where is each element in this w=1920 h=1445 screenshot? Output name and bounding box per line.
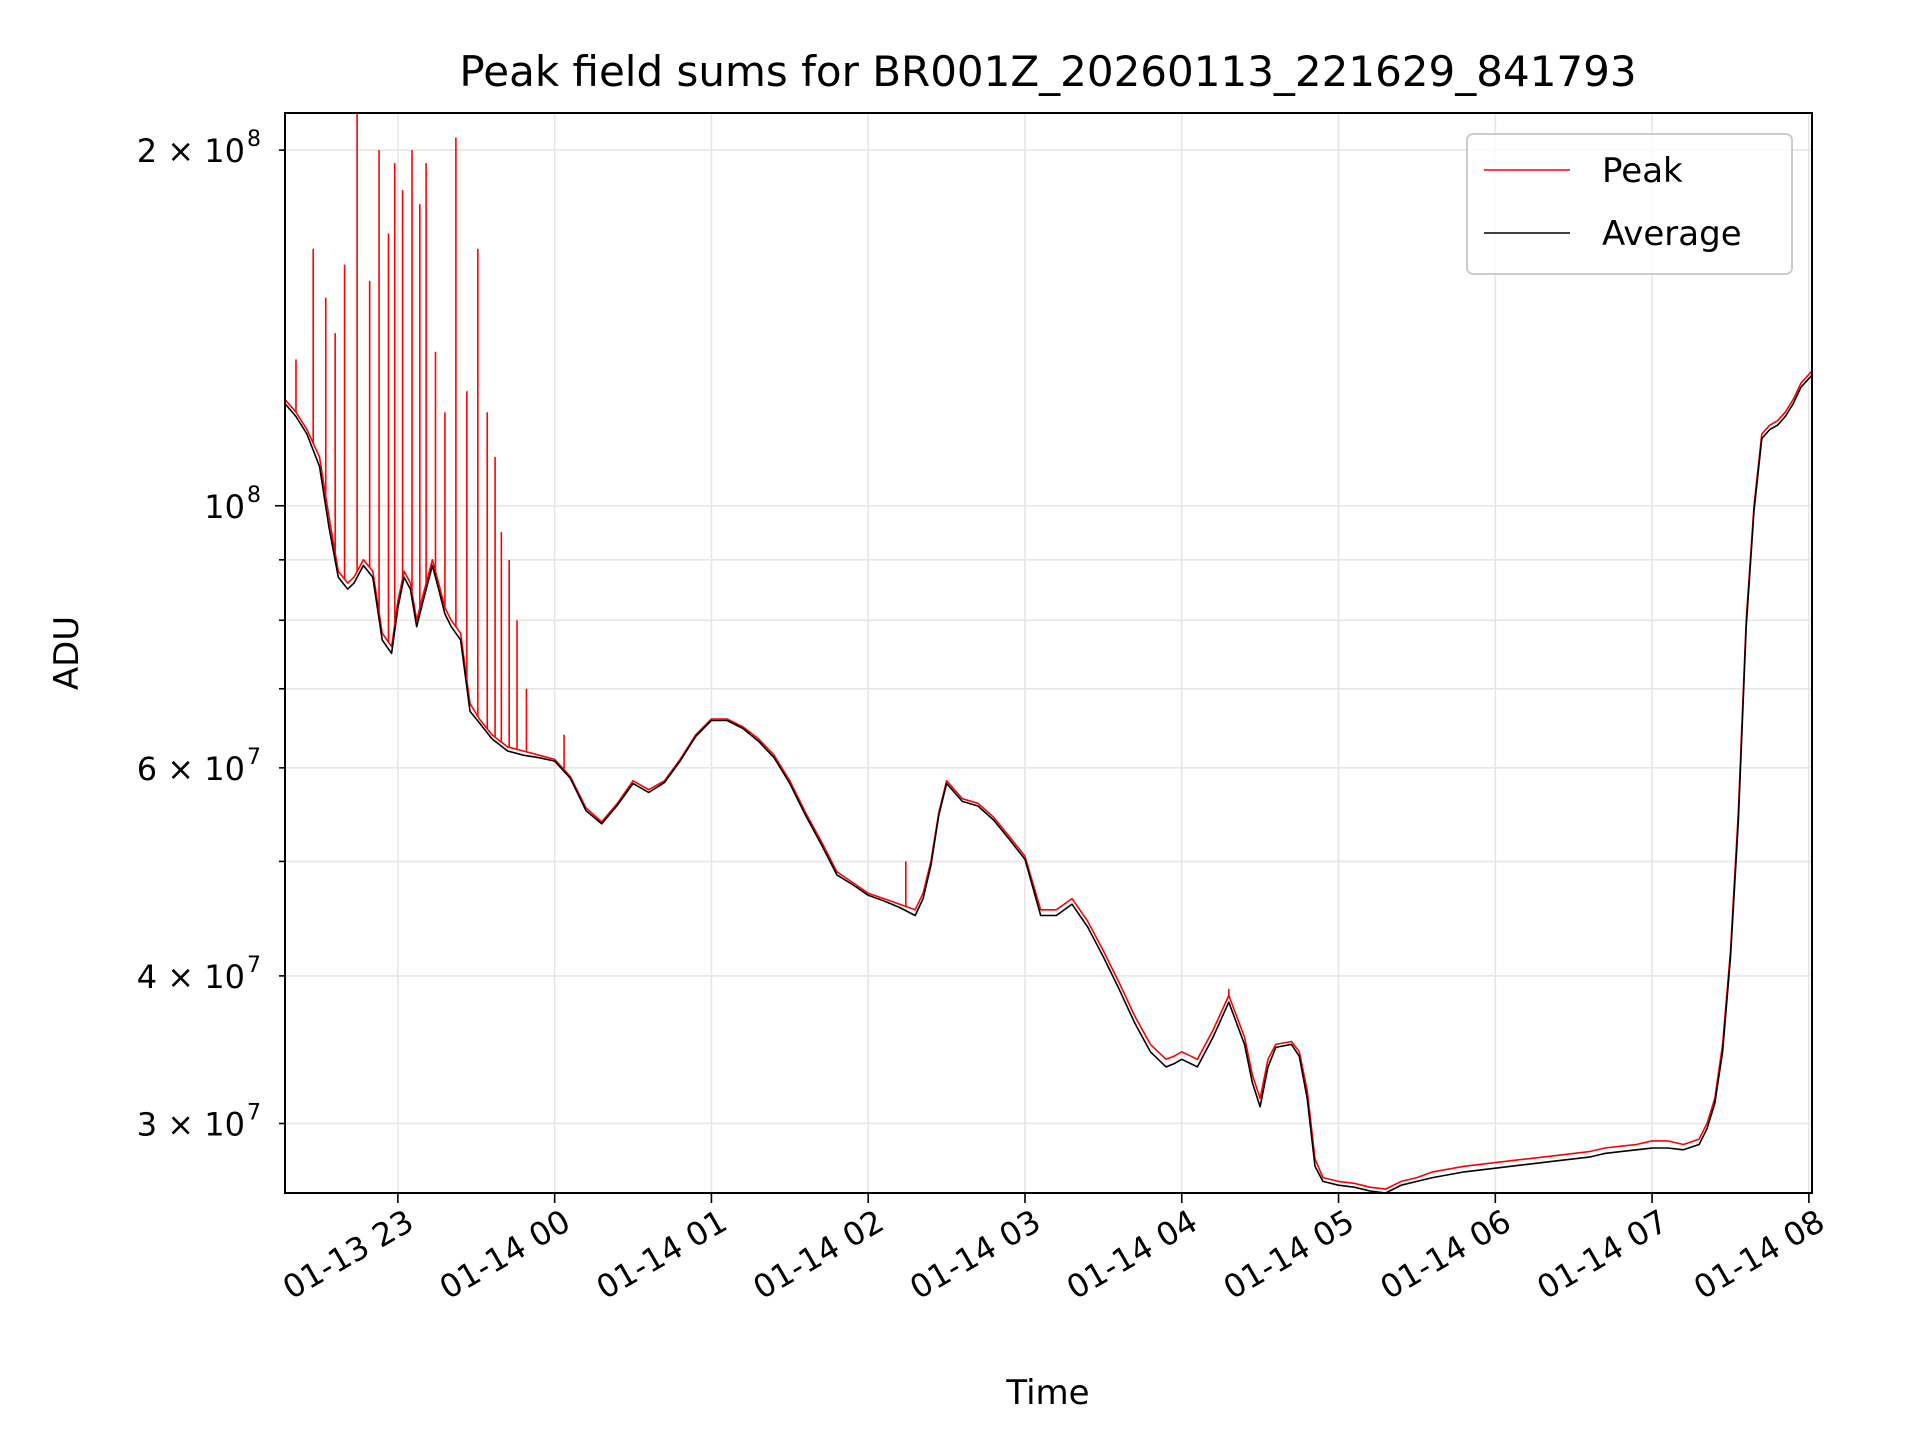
y-tick-label: 4 × 10 7 — [137, 953, 261, 996]
legend: Peak Average — [1466, 133, 1793, 275]
y-tick-exponent: 7 — [247, 1101, 261, 1126]
y-tick-exponent: 7 — [247, 953, 261, 978]
y-tick-label: 6 × 10 7 — [137, 745, 261, 788]
y-tick-exponent: 8 — [247, 483, 261, 508]
legend-label-average: Average — [1602, 214, 1742, 254]
y-tick-base: 10 — [204, 488, 245, 526]
y-tick-mantissa: 4 × 10 — [137, 958, 245, 996]
y-tick-mantissa: 6 × 10 — [137, 750, 245, 788]
axes-frame — [284, 112, 1813, 1194]
y-tick-exponent: 7 — [247, 745, 261, 770]
y-axis-label: ADU — [47, 616, 87, 690]
plot-area — [285, 113, 1812, 1193]
x-axis-label: Time — [1005, 1373, 1089, 1413]
y-tick-mantissa: 3 × 10 — [137, 1106, 245, 1144]
y-tick-label: 10 8 — [204, 483, 261, 526]
series-line-average — [285, 374, 1812, 1193]
y-tick-mantissa: 2 × 10 — [137, 132, 245, 170]
y-tick-exponent: 8 — [247, 127, 261, 152]
series-line-peak — [285, 370, 1812, 1190]
y-tick-label: 2 × 10 8 — [137, 127, 261, 170]
chart-title: Peak field sums for BR001Z_20260113_2216… — [459, 47, 1636, 96]
legend-box — [1466, 133, 1793, 275]
legend-label-peak: Peak — [1602, 151, 1683, 191]
y-tick-label: 3 × 10 7 — [137, 1101, 261, 1144]
series-group — [285, 113, 1812, 1193]
